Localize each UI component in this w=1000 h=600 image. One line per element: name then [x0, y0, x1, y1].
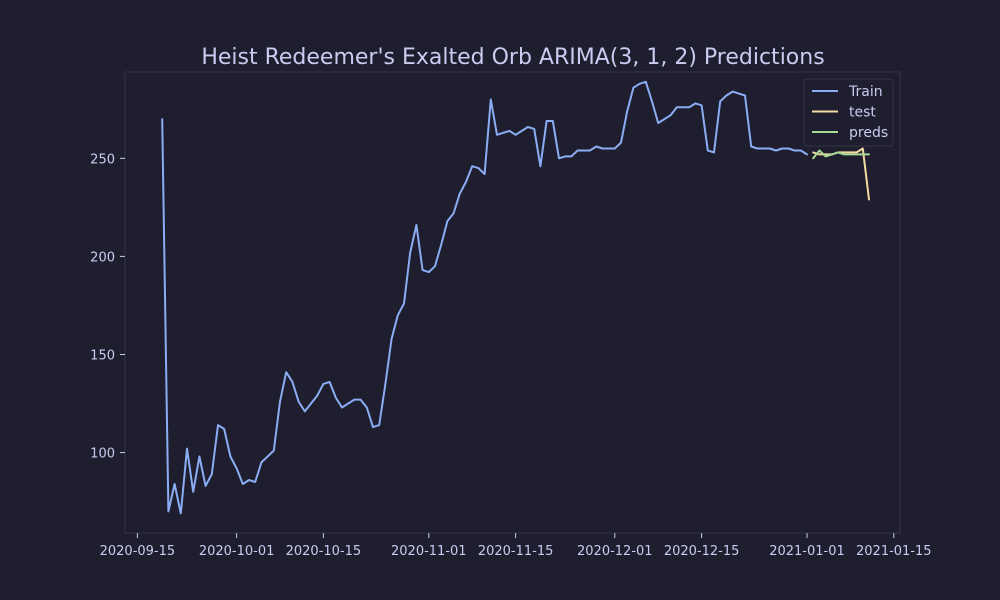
- series-layer: [161, 80, 870, 515]
- x-tick-label: 2020-10-01: [199, 544, 275, 559]
- x-tick-label: 2021-01-01: [769, 544, 845, 559]
- x-tick-label: 2020-10-15: [286, 544, 362, 559]
- legend-label-test: test: [849, 105, 876, 121]
- y-tick-label: 250: [90, 152, 115, 167]
- x-tick-label: 2020-12-15: [664, 544, 740, 559]
- x-tick-label: 2020-12-01: [577, 544, 653, 559]
- x-tick-label: 2020-09-15: [100, 544, 176, 559]
- legend: Train test preds: [803, 78, 894, 147]
- x-tick-label: 2020-11-15: [478, 544, 554, 559]
- x-tick-label: 2021-01-15: [856, 544, 932, 559]
- y-tick-label: 200: [90, 250, 115, 265]
- x-axis: 2020-09-15 2020-10-01 2020-10-15 2020-11-01…: [100, 533, 932, 559]
- y-axis: 100 150 200 250: [90, 152, 125, 462]
- y-tick-label: 100: [90, 447, 115, 462]
- legend-label-train: Train: [848, 84, 883, 100]
- legend-label-preds: preds: [849, 125, 888, 141]
- plot-area-frame: [124, 71, 901, 534]
- chart-title: Heist Redeemer's Exalted Orb ARIMA(3, 1,…: [201, 45, 824, 70]
- legend-box: [803, 78, 894, 147]
- series-line-preds: [812, 149, 870, 160]
- series-line-train: [161, 80, 808, 515]
- y-tick-label: 150: [90, 348, 115, 363]
- x-tick-label: 2020-11-01: [391, 544, 467, 559]
